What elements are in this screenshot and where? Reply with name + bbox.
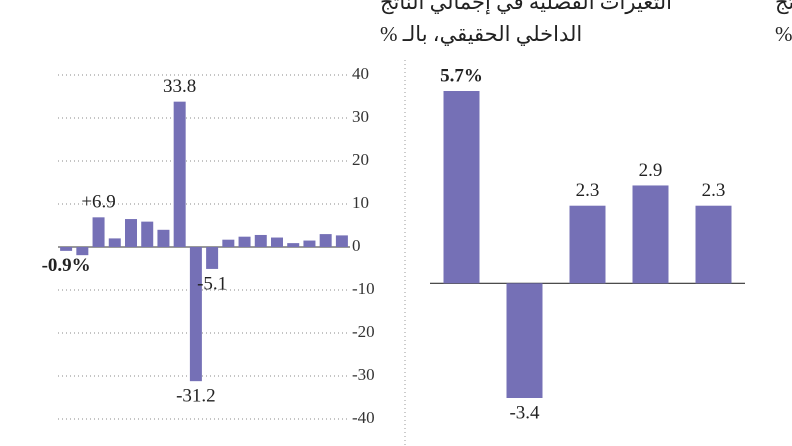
value-label: -5.1 <box>197 273 227 294</box>
bar <box>157 229 170 247</box>
bar <box>141 221 154 247</box>
y-tick-label: 40 <box>352 64 369 83</box>
bar <box>108 238 121 247</box>
bar <box>254 234 267 247</box>
bar <box>206 247 219 269</box>
y-tick-label: -20 <box>352 322 375 341</box>
chart-title: التغيرات السنوية في إجمالي الناتج <box>775 0 792 15</box>
value-label: +6.9 <box>81 192 115 213</box>
y-tick-label: -30 <box>352 365 375 384</box>
bar <box>443 91 480 284</box>
value-label: 33.8 <box>163 76 196 97</box>
bar <box>76 247 89 256</box>
bar <box>238 236 251 247</box>
bar <box>60 247 73 251</box>
value-label: -31.2 <box>176 386 216 407</box>
bar <box>319 234 332 247</box>
bar <box>303 240 316 247</box>
value-label: 2.9 <box>639 160 663 181</box>
y-tick-label: -40 <box>352 408 375 427</box>
chart-title: الداخلي الحقيقي، بالـ % <box>380 22 582 46</box>
chart-title: التغيرات الفصلية في إجمالي الناتج <box>380 0 672 15</box>
bar <box>335 235 348 247</box>
bar <box>506 283 543 398</box>
bar <box>632 185 669 284</box>
y-tick-label: 0 <box>352 236 361 255</box>
value-label: -0.9% <box>42 255 91 276</box>
value-label: -3.4 <box>509 402 540 423</box>
y-tick-label: -10 <box>352 279 375 298</box>
bar <box>695 205 732 284</box>
bar <box>287 243 300 247</box>
value-label: 2.3 <box>576 180 600 201</box>
value-label: 2.3 <box>702 180 726 201</box>
bar <box>569 205 606 284</box>
bar <box>173 101 186 247</box>
y-tick-label: 10 <box>352 193 369 212</box>
value-label: 5.7% <box>440 65 483 86</box>
chart-title: الداخلي الحقيقي، بالـ % <box>775 22 792 46</box>
bar <box>271 237 283 247</box>
y-tick-label: 30 <box>352 107 369 126</box>
bar <box>92 217 105 247</box>
y-tick-label: 20 <box>352 150 369 169</box>
bar <box>125 219 137 247</box>
bar <box>189 247 202 382</box>
bar <box>222 239 235 247</box>
